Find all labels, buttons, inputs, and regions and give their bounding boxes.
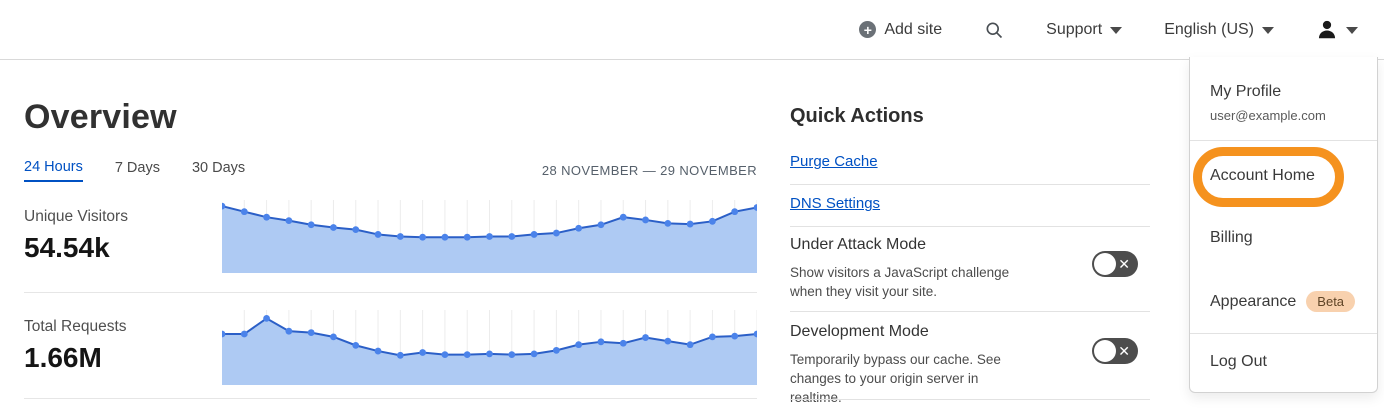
support-label: Support	[1046, 20, 1103, 38]
menu-item-account-home[interactable]: Account Home	[1210, 167, 1315, 185]
divider	[24, 292, 757, 293]
divider	[1190, 333, 1377, 334]
setting-title: Development Mode	[790, 323, 929, 340]
metric-value: 1.66M	[24, 342, 102, 373]
support-menu[interactable]: Support	[1046, 20, 1123, 39]
user-icon	[1318, 20, 1336, 38]
under-attack-mode-setting: Under Attack Mode Show visitors a JavaSc…	[790, 236, 1150, 301]
divider	[1190, 140, 1377, 141]
user-account-menu[interactable]	[1316, 19, 1358, 41]
toggle-knob	[1094, 340, 1116, 362]
tab-30-days[interactable]: 30 Days	[191, 160, 246, 176]
total-requests-chart	[218, 310, 761, 385]
divider	[790, 399, 1150, 400]
time-range-tabs: 24 Hours 7 Days 30 Days 28 NOVEMBER — 29…	[24, 159, 757, 182]
divider	[790, 311, 1150, 312]
page-title: Overview	[24, 98, 177, 136]
metric-row-total-requests: Total Requests 1.66M	[24, 310, 761, 385]
purge-cache-link[interactable]: Purge Cache	[790, 153, 878, 170]
search-button[interactable]	[984, 20, 1004, 40]
divider	[24, 398, 757, 399]
add-site-label: Add site	[884, 20, 943, 38]
menu-item-label: Account Home	[1210, 167, 1315, 184]
menu-item-label: Log Out	[1210, 353, 1267, 370]
x-icon: ✕	[1118, 256, 1130, 272]
menu-item-my-profile[interactable]: My Profile	[1210, 83, 1282, 100]
development-mode-setting: Development Mode Temporarily bypass our …	[790, 323, 1150, 407]
date-range-label: 28 NOVEMBER — 29 NOVEMBER	[541, 163, 757, 178]
language-label: English (US)	[1164, 20, 1254, 38]
user-email: user@example.com	[1210, 108, 1326, 123]
metric-label: Total Requests	[24, 318, 127, 335]
setting-description: Temporarily bypass our cache. See change…	[790, 352, 1001, 405]
beta-badge: Beta	[1306, 291, 1356, 312]
development-mode-toggle[interactable]: ✕	[1092, 338, 1138, 364]
setting-description: Show visitors a JavaScript challenge whe…	[790, 265, 1010, 299]
search-icon	[986, 22, 1003, 38]
menu-item-label: Appearance	[1210, 292, 1297, 310]
x-icon: ✕	[1118, 343, 1130, 359]
chevron-down-icon	[1346, 27, 1358, 34]
dns-settings-link[interactable]: DNS Settings	[790, 195, 881, 212]
chevron-down-icon	[1262, 27, 1274, 34]
menu-item-billing[interactable]: Billing	[1210, 229, 1253, 247]
language-menu[interactable]: English (US)	[1164, 21, 1274, 39]
divider	[790, 184, 1150, 185]
menu-item-log-out[interactable]: Log Out	[1210, 353, 1267, 371]
toggle-knob	[1094, 253, 1116, 275]
top-navigation-bar: + Add site Support English (US)	[0, 0, 1384, 60]
divider	[790, 226, 1150, 227]
tab-24-hours[interactable]: 24 Hours	[24, 159, 83, 182]
plus-icon: +	[859, 21, 877, 38]
under-attack-mode-toggle[interactable]: ✕	[1092, 251, 1138, 277]
tab-7-days[interactable]: 7 Days	[114, 160, 160, 176]
menu-item-appearance[interactable]: Appearance Beta	[1210, 291, 1356, 312]
quick-actions-title: Quick Actions	[790, 105, 924, 127]
metric-row-unique-visitors: Unique Visitors 54.54k	[24, 200, 761, 273]
chevron-down-icon	[1110, 27, 1123, 34]
unique-visitors-chart	[218, 200, 761, 273]
metric-label: Unique Visitors	[24, 208, 128, 225]
add-site-button[interactable]: + Add site	[859, 21, 942, 39]
setting-title: Under Attack Mode	[790, 236, 927, 253]
user-dropdown-menu: My Profile user@example.com Account Home…	[1189, 57, 1378, 393]
menu-item-label: Billing	[1210, 229, 1253, 246]
metric-value: 54.54k	[24, 232, 110, 263]
